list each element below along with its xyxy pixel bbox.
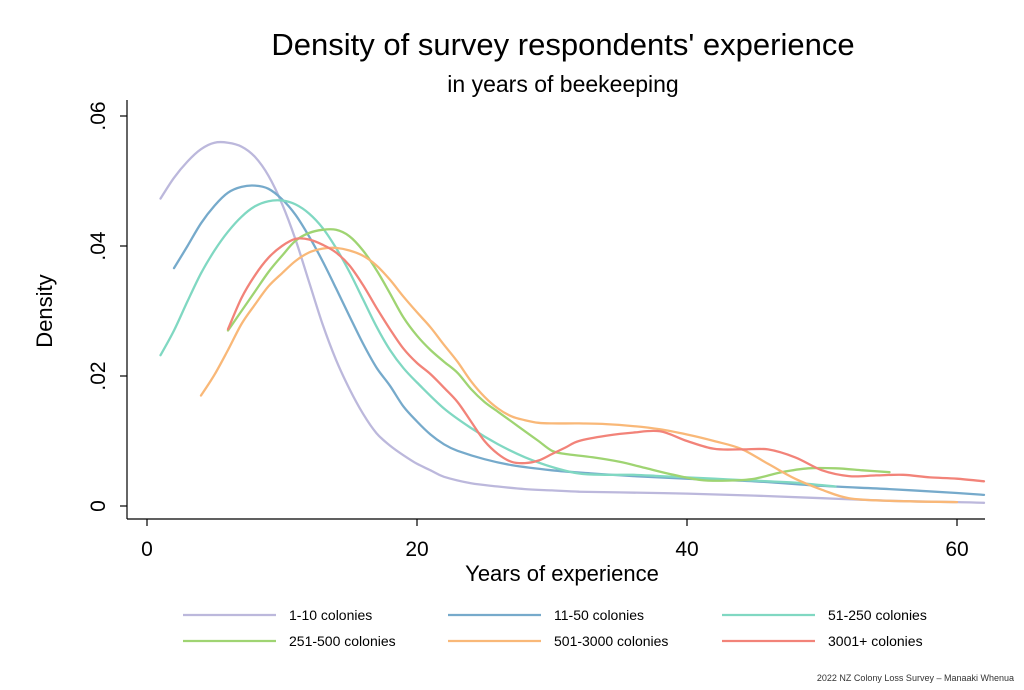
series-line-2 [172, 184, 986, 497]
x-axis-title: Years of experience [465, 561, 659, 586]
x-tick-label: 60 [945, 538, 968, 561]
series-group [159, 140, 986, 504]
series-line-1 [159, 140, 986, 504]
x-tick-label: 20 [405, 538, 428, 561]
legend-label: 1-10 colonies [289, 607, 372, 623]
source-credit: 2022 NZ Colony Loss Survey – Manaaki Whe… [817, 673, 1014, 683]
legend-label: 11-50 colonies [554, 607, 644, 623]
y-tick-label: .02 [87, 361, 110, 390]
y-tick-label: 0 [87, 500, 110, 512]
series-line-4 [226, 228, 891, 482]
x-tick-label: 0 [141, 538, 153, 561]
legend-label: 3001+ colonies [828, 633, 923, 649]
x-tick-label: 40 [675, 538, 698, 561]
y-tick-label: .04 [87, 231, 110, 261]
series-line-6 [226, 237, 986, 483]
tick-group: 0 20 40 60 0 .02 .04 .06 [87, 101, 969, 561]
series-line-5 [199, 246, 959, 504]
y-axis-title: Density [32, 274, 57, 347]
axes [126, 100, 985, 520]
y-tick-label: .06 [87, 101, 110, 130]
chart-subtitle: in years of beekeeping [447, 71, 678, 97]
chart-title: Density of survey respondents' experienc… [271, 27, 854, 62]
legend-label: 251-500 colonies [289, 633, 396, 649]
legend: 1-10 colonies 11-50 colonies 51-250 coloni… [183, 607, 927, 649]
legend-label: 501-3000 colonies [554, 633, 668, 649]
legend-label: 51-250 colonies [828, 607, 927, 623]
series-line-3 [159, 199, 837, 488]
